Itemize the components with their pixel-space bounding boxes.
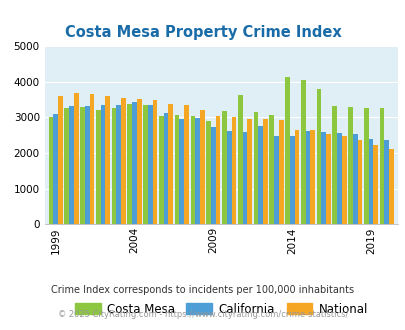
Bar <box>121 98 126 224</box>
Bar <box>352 134 357 224</box>
Bar <box>321 132 325 224</box>
Bar <box>74 93 79 224</box>
Bar <box>336 133 341 224</box>
Bar <box>200 110 204 224</box>
Bar <box>231 117 236 224</box>
Bar <box>237 95 242 224</box>
Text: Costa Mesa Property Crime Index: Costa Mesa Property Crime Index <box>64 25 341 40</box>
Bar <box>58 96 63 224</box>
Bar <box>222 111 226 224</box>
Bar <box>136 99 141 224</box>
Bar <box>96 110 100 224</box>
Bar <box>190 116 195 224</box>
Bar <box>284 77 289 224</box>
Bar <box>174 115 179 224</box>
Bar <box>347 107 352 224</box>
Bar <box>305 131 309 224</box>
Bar <box>116 105 121 224</box>
Bar <box>258 126 262 224</box>
Bar <box>159 116 163 224</box>
Bar <box>242 132 247 224</box>
Bar <box>147 105 152 224</box>
Legend: Costa Mesa, California, National: Costa Mesa, California, National <box>70 298 371 320</box>
Text: © 2025 CityRating.com - https://www.cityrating.com/crime-statistics/: © 2025 CityRating.com - https://www.city… <box>58 310 347 319</box>
Bar <box>368 139 373 224</box>
Bar <box>152 100 157 224</box>
Text: Crime Index corresponds to incidents per 100,000 inhabitants: Crime Index corresponds to incidents per… <box>51 285 354 295</box>
Bar <box>127 104 132 224</box>
Bar <box>64 108 69 224</box>
Bar <box>373 145 377 224</box>
Bar <box>168 104 173 224</box>
Bar <box>111 108 116 224</box>
Bar <box>105 96 110 224</box>
Bar <box>143 105 147 224</box>
Bar <box>100 105 105 224</box>
Bar <box>69 106 74 224</box>
Bar <box>85 106 90 224</box>
Bar <box>253 112 258 224</box>
Bar <box>163 113 168 224</box>
Bar <box>325 134 330 224</box>
Bar <box>341 136 346 224</box>
Bar <box>179 119 184 224</box>
Bar <box>132 102 136 224</box>
Bar <box>289 136 294 224</box>
Bar <box>309 130 314 224</box>
Bar <box>379 108 384 224</box>
Bar <box>300 80 305 224</box>
Bar <box>247 119 252 224</box>
Bar <box>49 117 53 224</box>
Bar <box>388 149 393 224</box>
Bar <box>90 94 94 224</box>
Bar <box>184 105 188 224</box>
Bar <box>332 107 336 224</box>
Bar <box>53 114 58 224</box>
Bar <box>80 107 85 224</box>
Bar <box>215 116 220 224</box>
Bar <box>206 121 211 224</box>
Bar <box>226 131 231 224</box>
Bar <box>195 118 200 224</box>
Bar <box>384 140 388 224</box>
Bar <box>357 140 362 224</box>
Bar <box>269 115 273 224</box>
Bar <box>363 108 368 224</box>
Bar <box>316 89 321 224</box>
Bar <box>262 119 267 224</box>
Bar <box>273 136 278 224</box>
Bar <box>278 120 283 224</box>
Bar <box>294 130 298 224</box>
Bar <box>211 127 215 224</box>
